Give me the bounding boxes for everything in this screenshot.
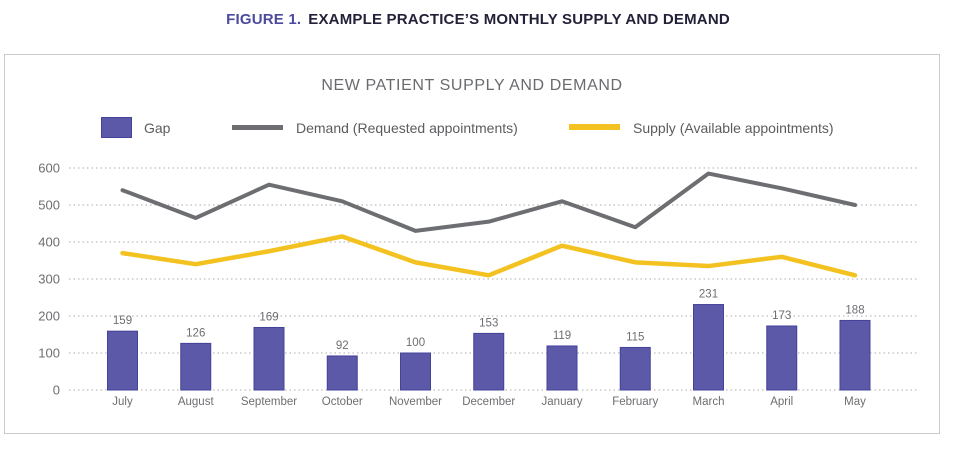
x-axis-label-february: February: [612, 396, 658, 408]
chart-panel: NEW PATIENT SUPPLY AND DEMAND Gap Demand…: [4, 54, 940, 434]
demand-legend-label: Demand (Requested appointments): [296, 120, 518, 136]
gap-value-label-march: 231: [699, 289, 718, 301]
y-axis-tick-300: 300: [38, 272, 60, 287]
x-axis-label-july: July: [112, 396, 133, 408]
x-axis-label-april: April: [770, 396, 793, 408]
gap-value-label-november: 100: [406, 337, 425, 349]
gap-bar-october: [326, 355, 358, 391]
supply-legend-label: Supply (Available appointments): [633, 120, 834, 136]
x-axis-label-october: October: [322, 396, 363, 408]
gap-bar-august: [180, 342, 212, 391]
y-axis-tick-100: 100: [38, 346, 60, 361]
gap-bar-may: [839, 319, 871, 391]
demand-legend-swatch: [232, 125, 283, 130]
supply-legend-swatch: [569, 124, 620, 130]
y-axis-tick-200: 200: [38, 309, 60, 324]
gap-value-label-september: 169: [259, 311, 278, 323]
gap-value-label-december: 153: [479, 317, 498, 329]
gap-bar-april: [766, 325, 798, 391]
supply-demand-chart: 0 100 200 300 400 500 600 159 126 169 92 100 153 119 1…: [38, 161, 917, 408]
gap-bar-september: [253, 326, 285, 391]
y-axis-tick-500: 500: [38, 198, 60, 213]
x-axis-label-september: September: [241, 396, 297, 408]
gap-value-label-january: 119: [553, 330, 571, 342]
gap-bar-november: [400, 352, 431, 391]
x-axis-label-march: March: [693, 396, 725, 408]
gap-bar-march: [693, 304, 724, 391]
x-axis-label-august: August: [178, 396, 215, 408]
y-axis-tick-0: 0: [53, 383, 60, 398]
gap-value-label-august: 126: [186, 327, 205, 339]
gap-value-label-july: 159: [113, 315, 132, 327]
y-axis-tick-600: 600: [38, 161, 60, 176]
gap-value-label-february: 115: [626, 331, 644, 343]
gap-bar-july: [107, 330, 138, 391]
gap-bar-february: [619, 346, 651, 391]
gap-legend-swatch: [101, 117, 132, 138]
figure-number-label: FIGURE 1.: [226, 11, 302, 28]
figure-caption: FIGURE 1. EXAMPLE PRACTICE’S MONTHLY SUPP…: [0, 11, 956, 28]
gap-value-label-april: 173: [772, 310, 791, 322]
x-axis-label-december: December: [462, 396, 515, 408]
gap-bar-december: [473, 332, 505, 391]
gap-legend-label: Gap: [144, 120, 171, 136]
gap-value-label-october: 92: [336, 340, 349, 352]
x-axis-label-november: November: [389, 396, 442, 408]
x-axis-label-may: May: [844, 396, 866, 408]
demand-line: [120, 171, 857, 233]
y-axis-tick-400: 400: [38, 235, 60, 250]
x-axis-label-january: January: [542, 396, 583, 408]
chart-title: NEW PATIENT SUPPLY AND DEMAND: [321, 77, 623, 94]
figure-title-text: EXAMPLE PRACTICE’S MONTHLY SUPPLY AND DE…: [308, 11, 730, 28]
gap-value-label-may: 188: [845, 304, 864, 316]
gap-bar-january: [546, 345, 578, 391]
supply-line: [120, 234, 858, 278]
